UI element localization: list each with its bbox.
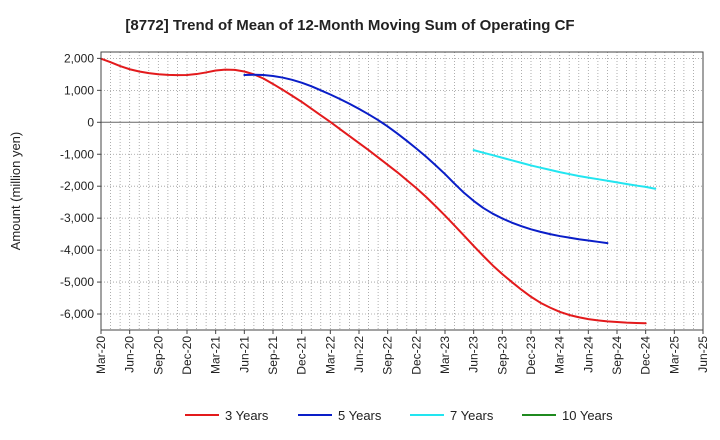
y-axis-label: Amount (million yen): [8, 132, 23, 251]
legend-label-7-years: 7 Years: [450, 408, 494, 423]
x-tick-label: Mar-23: [438, 336, 452, 374]
x-tick-label: Dec-20: [180, 336, 194, 375]
y-tick-label: -4,000: [60, 243, 94, 257]
legend-label-5-years: 5 Years: [338, 408, 382, 423]
series-lines: [100, 57, 657, 325]
x-tick-label: Jun-20: [123, 336, 137, 373]
x-tick-label: Mar-24: [553, 336, 567, 374]
x-tick-label: Sep-23: [495, 336, 509, 375]
y-tick-label: 1,000: [64, 83, 94, 97]
legend: 3 Years 5 Years 7 Years 10 Years: [185, 408, 613, 423]
y-tick-label: -2,000: [60, 179, 94, 193]
x-tick-label: Sep-24: [610, 336, 624, 375]
x-tick-label: Jun-24: [581, 336, 595, 373]
x-tick-label: Jun-23: [467, 336, 481, 373]
x-tick-label: Dec-22: [409, 336, 423, 375]
y-tick-label: 0: [87, 115, 94, 129]
x-tick-label: Dec-24: [639, 336, 653, 375]
y-tick-label: -5,000: [60, 275, 94, 289]
plot-area-frame: [100, 51, 704, 331]
y-tick-label: -3,000: [60, 211, 94, 225]
grid: [101, 52, 703, 330]
x-tick-label: Jun-22: [352, 336, 366, 373]
y-axis-ticks: 2,000 1,000 0 -1,000 -2,000 -3,000 -4,000 -5,00…: [60, 51, 101, 321]
y-tick-label: -6,000: [60, 307, 94, 321]
x-tick-label: Sep-21: [266, 336, 280, 375]
x-tick-label: Mar-20: [94, 336, 108, 374]
x-tick-label: Sep-22: [381, 336, 395, 375]
y-tick-label: 2,000: [64, 51, 94, 65]
x-tick-label: Mar-21: [209, 336, 223, 374]
series-line-5-years: [243, 73, 609, 245]
series-line-7-years: [472, 149, 657, 190]
x-axis-ticks: Mar-20 Jun-20 Sep-20 Dec-20 Mar-21 Jun-21 Sep-…: [94, 330, 710, 375]
series-line-3-years: [100, 57, 647, 325]
x-tick-label: Mar-25: [667, 336, 681, 374]
x-tick-label: Jun-21: [237, 336, 251, 373]
legend-label-10-years: 10 Years: [562, 408, 613, 423]
legend-label-3-years: 3 Years: [225, 408, 269, 423]
x-tick-label: Mar-22: [323, 336, 337, 374]
x-tick-label: Jun-25: [696, 336, 710, 373]
x-tick-label: Dec-21: [295, 336, 309, 375]
y-tick-label: -1,000: [60, 147, 94, 161]
x-tick-label: Sep-20: [151, 336, 165, 375]
x-tick-label: Dec-23: [524, 336, 538, 375]
chart-title: [8772] Trend of Mean of 12-Month Moving …: [125, 17, 574, 34]
